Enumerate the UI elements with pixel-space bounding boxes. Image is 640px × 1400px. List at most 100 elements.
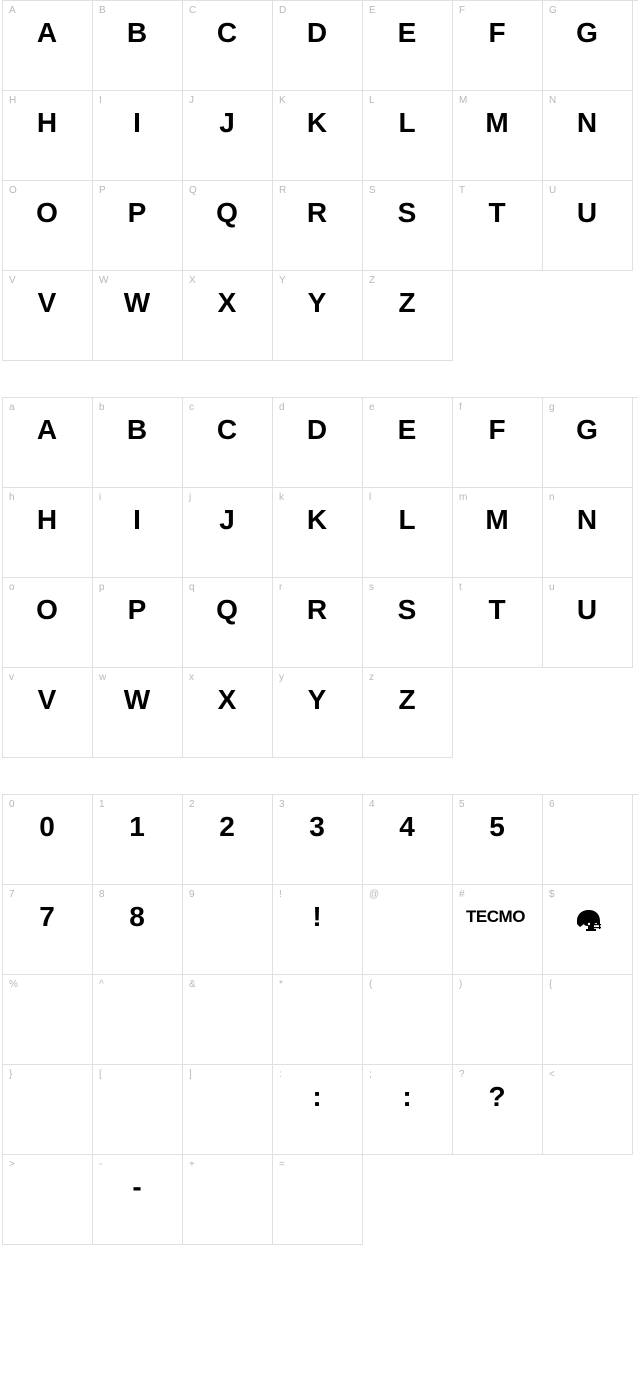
glyph-display: X bbox=[183, 684, 272, 716]
glyph-key-label: 4 bbox=[369, 799, 375, 810]
glyph-cell: VV bbox=[3, 271, 93, 361]
glyph-key-label: s bbox=[369, 582, 375, 593]
glyph-cell: xX bbox=[183, 668, 273, 758]
glyph-cell: YY bbox=[273, 271, 363, 361]
glyph-display: E bbox=[363, 17, 452, 49]
glyph-key-label: m bbox=[459, 492, 468, 503]
glyph-cell: SS bbox=[363, 181, 453, 271]
glyph-key-label: N bbox=[549, 95, 557, 106]
glyph-key-label: * bbox=[279, 979, 283, 990]
section-lowercase: aAbBcCdDeEfFgGhHiIjJkKlLmMnNoOpPqQrRsStT… bbox=[0, 397, 640, 758]
glyph-display: G bbox=[543, 414, 632, 446]
glyph-cell: $ bbox=[543, 885, 633, 975]
glyph-key-label: # bbox=[459, 889, 465, 900]
glyph-key-label: ! bbox=[279, 889, 282, 900]
glyph-display: W bbox=[93, 684, 182, 716]
glyph-cell: 33 bbox=[273, 795, 363, 885]
glyph-key-label: q bbox=[189, 582, 195, 593]
glyph-cell: 77 bbox=[3, 885, 93, 975]
glyph-key-label: i bbox=[99, 492, 102, 503]
glyph-key-label: Y bbox=[279, 275, 286, 286]
glyph-cell: #TECMO bbox=[453, 885, 543, 975]
glyph-key-label: l bbox=[369, 492, 372, 503]
glyph-display: - bbox=[93, 1171, 182, 1203]
glyph-display: B bbox=[93, 17, 182, 49]
glyph-display: : bbox=[273, 1081, 362, 1113]
glyph-key-label: F bbox=[459, 5, 466, 16]
glyph-display: 5 bbox=[453, 811, 542, 843]
glyph-key-label: C bbox=[189, 5, 197, 16]
glyph-key-label: & bbox=[189, 979, 196, 990]
grid-lowercase: aAbBcCdDeEfFgGhHiIjJkKlLmMnNoOpPqQrRsStT… bbox=[2, 397, 638, 758]
glyph-display: A bbox=[3, 17, 92, 49]
glyph-display: C bbox=[183, 414, 272, 446]
glyph-key-label: > bbox=[9, 1159, 15, 1170]
glyph-cell: -- bbox=[93, 1155, 183, 1245]
glyph-key-label: ? bbox=[459, 1069, 465, 1080]
glyph-key-label: I bbox=[99, 95, 102, 106]
glyph-cell: bB bbox=[93, 398, 183, 488]
glyph-display: 3 bbox=[273, 811, 362, 843]
glyph-key-label: S bbox=[369, 185, 376, 196]
glyph-key-label: + bbox=[189, 1159, 195, 1170]
glyph-key-label: ) bbox=[459, 979, 463, 990]
glyph-cell: nN bbox=[543, 488, 633, 578]
glyph-cell: AA bbox=[3, 1, 93, 91]
empty-cell bbox=[453, 271, 543, 361]
glyph-cell: 00 bbox=[3, 795, 93, 885]
glyph-cell: 22 bbox=[183, 795, 273, 885]
glyph-cell: KK bbox=[273, 91, 363, 181]
glyph-key-label: 1 bbox=[99, 799, 105, 810]
glyph-key-label: ] bbox=[189, 1069, 192, 1080]
glyph-display: M bbox=[453, 107, 542, 139]
glyph-cell: BB bbox=[93, 1, 183, 91]
glyph-cell: > bbox=[3, 1155, 93, 1245]
glyph-key-label: x bbox=[189, 672, 195, 683]
glyph-cell: PP bbox=[93, 181, 183, 271]
glyph-cell: ) bbox=[453, 975, 543, 1065]
glyph-display: C bbox=[183, 17, 272, 49]
glyph-cell: } bbox=[3, 1065, 93, 1155]
glyph-cell: tT bbox=[453, 578, 543, 668]
glyph-display: T bbox=[453, 197, 542, 229]
glyph-display: F bbox=[453, 414, 542, 446]
helmet-icon bbox=[543, 903, 632, 935]
glyph-cell: 9 bbox=[183, 885, 273, 975]
glyph-display: 2 bbox=[183, 811, 272, 843]
glyph-key-label: f bbox=[459, 402, 462, 413]
glyph-display: E bbox=[363, 414, 452, 446]
glyph-key-label: u bbox=[549, 582, 555, 593]
glyph-cell: [ bbox=[93, 1065, 183, 1155]
glyph-display: P bbox=[93, 197, 182, 229]
glyph-display: S bbox=[363, 594, 452, 626]
glyph-display: M bbox=[453, 504, 542, 536]
empty-cell bbox=[363, 1155, 453, 1245]
glyph-display: Q bbox=[183, 197, 272, 229]
glyph-key-label: e bbox=[369, 402, 375, 413]
empty-cell bbox=[453, 668, 543, 758]
glyph-cell: II bbox=[93, 91, 183, 181]
glyph-key-label: E bbox=[369, 5, 376, 16]
empty-cell bbox=[453, 1155, 543, 1245]
glyph-display: 0 bbox=[3, 811, 92, 843]
glyph-display: P bbox=[93, 594, 182, 626]
glyph-cell: oO bbox=[3, 578, 93, 668]
glyph-key-label: < bbox=[549, 1069, 555, 1080]
glyph-display: H bbox=[3, 504, 92, 536]
glyph-key-label: ^ bbox=[99, 979, 104, 990]
glyph-key-label: w bbox=[99, 672, 107, 683]
glyph-key-label: R bbox=[279, 185, 287, 196]
glyph-cell: % bbox=[3, 975, 93, 1065]
glyph-key-label: Z bbox=[369, 275, 376, 286]
glyph-cell: ] bbox=[183, 1065, 273, 1155]
glyph-cell: uU bbox=[543, 578, 633, 668]
empty-cell bbox=[543, 1155, 633, 1245]
glyph-display: O bbox=[3, 594, 92, 626]
glyph-display: 8 bbox=[93, 901, 182, 933]
glyph-display: Y bbox=[273, 287, 362, 319]
glyph-cell: hH bbox=[3, 488, 93, 578]
glyph-cell: QQ bbox=[183, 181, 273, 271]
glyph-key-label: p bbox=[99, 582, 105, 593]
glyph-key-label: j bbox=[189, 492, 192, 503]
glyph-display: U bbox=[543, 594, 632, 626]
